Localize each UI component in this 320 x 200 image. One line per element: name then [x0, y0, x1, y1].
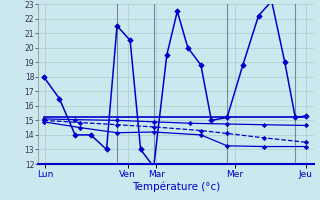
X-axis label: Température (°c): Température (°c): [132, 181, 220, 192]
